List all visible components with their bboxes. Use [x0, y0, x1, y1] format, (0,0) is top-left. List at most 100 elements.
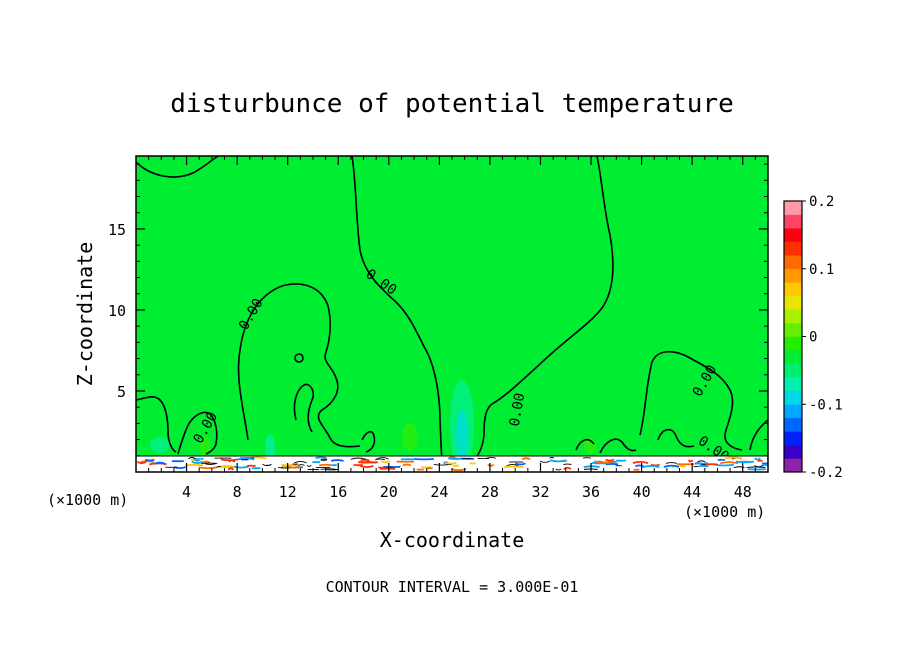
ground-squiggle [198, 466, 218, 470]
contour-lines [136, 156, 768, 459]
colorbar-swatch [784, 241, 802, 256]
ground-squiggle [687, 459, 694, 463]
colorbar-tick-label: -0.2 [809, 465, 843, 481]
ground-squiggle [506, 463, 519, 467]
ground-squiggle [374, 458, 385, 461]
ground-squiggle [444, 462, 457, 465]
ground-squiggle [380, 460, 391, 464]
colorbar-swatch [784, 268, 802, 283]
ground-squiggle [330, 459, 344, 462]
x-tick-label: 12 [279, 483, 297, 501]
colorbar-swatch [784, 350, 802, 364]
anomaly-patch-cool [456, 410, 468, 460]
ground-squiggle [582, 457, 592, 459]
anomaly-patch-cool [265, 434, 275, 462]
ground-squiggle [319, 463, 333, 467]
contour-line [639, 350, 743, 451]
ground-squiggle [697, 460, 706, 463]
ground-squiggle [320, 468, 337, 470]
ground-squiggle [549, 457, 555, 459]
colorbar: 0.2 0.1 0 -0.1 -0.2 [783, 194, 843, 481]
ground-squiggle [433, 463, 449, 466]
colorbar-swatch [784, 417, 802, 432]
colorbar-swatch [784, 309, 802, 324]
y-tick-label: 15 [108, 221, 126, 239]
ground-squiggle [632, 460, 649, 464]
ground-squiggle [521, 457, 531, 461]
ground-squiggle [227, 467, 235, 471]
ground-squiggle [361, 461, 377, 464]
ground-squiggle [665, 462, 678, 464]
colorbar-swatch [784, 201, 802, 215]
ground-squiggle [563, 466, 572, 470]
ground-squiggle [421, 466, 431, 469]
contour-line [177, 411, 218, 455]
colorbar-tick-label: 0.1 [809, 262, 834, 278]
ground-squiggle [583, 465, 600, 469]
ground-squiggle [204, 463, 216, 465]
ground-squiggle [594, 460, 615, 464]
ground-squiggle [504, 465, 524, 469]
ground-squiggle [220, 458, 239, 462]
anomaly-patch-cool [150, 437, 170, 453]
x-axis-unit-left: (×1000 m) [47, 491, 128, 509]
x-tick-label: 8 [233, 483, 242, 501]
y-axis-label: Z-coordinate [73, 242, 97, 387]
ground-squiggle [194, 458, 201, 462]
chart-title: disturbunce of potential temperature [170, 89, 734, 119]
colorbar-tick-label: 0 [809, 330, 817, 346]
ground-squiggle [246, 464, 256, 467]
anomaly-patch-warm [200, 436, 210, 456]
x-tick-label: 16 [329, 483, 347, 501]
ground-squiggle [515, 462, 526, 466]
colorbar-swatch [784, 214, 802, 229]
colorbar-swatch [784, 404, 802, 419]
x-axis: 4 8 12 16 20 24 28 32 36 40 44 48 [148, 156, 756, 501]
colorbar-swatch [784, 431, 802, 446]
ground-squiggle [144, 458, 155, 462]
y-tick-label: 5 [117, 383, 126, 401]
ground-squiggle [359, 465, 374, 468]
ground-squiggle [191, 460, 204, 464]
contour-interval-note: CONTOUR INTERVAL = 3.000E-01 [326, 578, 579, 596]
ground-squiggle [136, 461, 147, 465]
ground-squiggle [297, 464, 305, 466]
contour-label: 0.00 [507, 392, 529, 428]
ground-squiggle [236, 457, 255, 461]
ground-squiggle [733, 466, 745, 469]
ground-squiggle [376, 457, 389, 460]
x-tick-label: 28 [481, 483, 499, 501]
ground-squiggle [315, 456, 327, 459]
ground-squiggle [555, 468, 562, 471]
ground-squiggle [695, 462, 709, 465]
x-axis-unit-right: (×1000 m) [684, 503, 765, 521]
ground-squiggle [486, 457, 496, 459]
ground-squiggle [287, 465, 303, 469]
x-tick-label: 24 [430, 483, 448, 501]
ground-squiggle [188, 456, 196, 460]
ground-squiggle [605, 458, 615, 462]
ground-squiggle [360, 458, 370, 462]
x-tick-label: 36 [582, 483, 600, 501]
contour-line [599, 438, 637, 454]
y-axis: 5 10 15 [108, 163, 768, 457]
x-tick-label: 4 [182, 483, 191, 501]
ground-squiggle [262, 463, 272, 467]
colorbar-swatch [784, 377, 802, 391]
contour-line [237, 283, 361, 448]
ground-squiggle [294, 460, 307, 464]
ground-squiggle [487, 464, 495, 467]
contour-line [351, 156, 443, 459]
ground-squiggle [735, 460, 755, 464]
ground-squiggle [402, 463, 412, 467]
ground-squiggle [448, 457, 462, 460]
ground-squiggle [350, 457, 366, 460]
contour-loop [294, 353, 304, 363]
contour-line [136, 156, 219, 178]
colorbar-swatch [784, 228, 802, 242]
colorbar-swatch [784, 255, 802, 270]
plot-area: 0.000.000.00 0.000.000.00 [136, 156, 768, 472]
x-tick-label: 48 [734, 483, 752, 501]
colorbar-swatch [784, 458, 802, 473]
